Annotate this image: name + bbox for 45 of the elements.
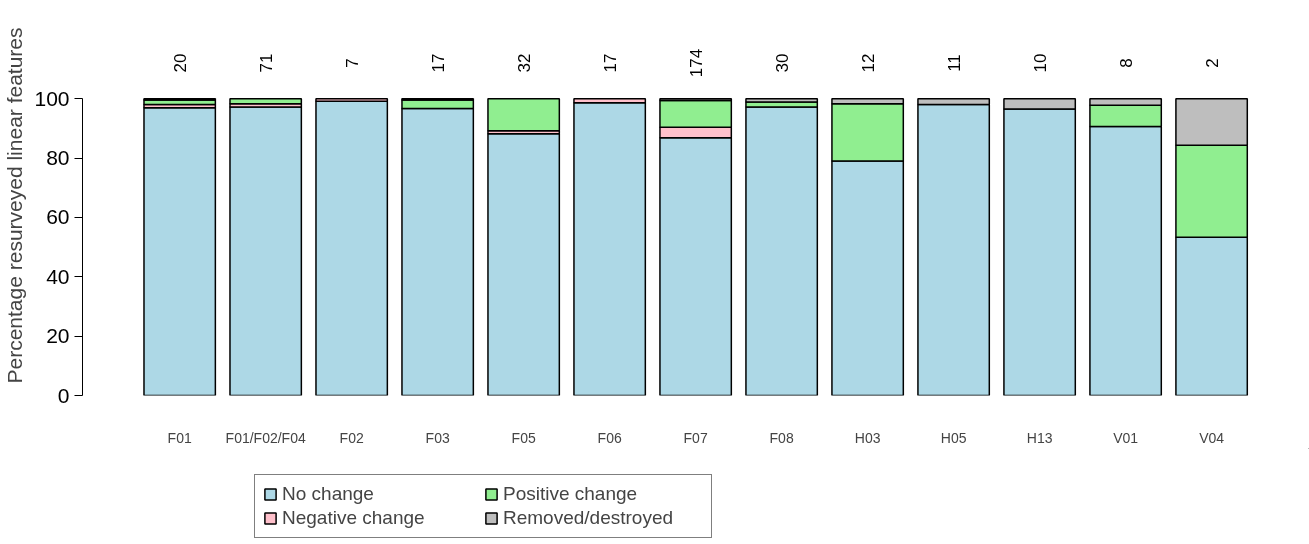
x-tick-label: F01/F02/F04 xyxy=(225,429,306,446)
text: 30 xyxy=(772,53,792,73)
bar xyxy=(229,97,303,105)
text: 2 xyxy=(1202,58,1222,68)
text: 12 xyxy=(858,53,878,73)
bar xyxy=(573,102,647,396)
y-tick-label: 20 xyxy=(46,324,70,348)
bar xyxy=(487,97,561,132)
text: 71 xyxy=(256,53,276,73)
text: 174 xyxy=(686,48,706,78)
bar xyxy=(745,106,819,396)
text: 8 xyxy=(1116,58,1136,68)
x-tick-label: V01 xyxy=(1113,429,1139,446)
x-tick-label: F03 xyxy=(425,429,450,446)
x-tick-label: H13 xyxy=(1026,429,1053,446)
bar xyxy=(487,132,561,396)
x-tick-label: F08 xyxy=(769,429,794,446)
bar xyxy=(315,100,389,396)
legend-label: Positive change xyxy=(503,483,639,505)
y-tick-label: 80 xyxy=(46,146,70,169)
text: 11 xyxy=(944,54,964,72)
text: 10 xyxy=(1030,53,1050,73)
x-tick-label: F02 xyxy=(339,429,364,446)
x-tick-label: F05 xyxy=(511,429,536,446)
text: 20 xyxy=(170,53,190,73)
y-axis-title: Percentage resurveyed linear features xyxy=(3,27,27,384)
y-tick-label: 100 xyxy=(34,86,70,110)
text: 17 xyxy=(428,53,448,73)
bar xyxy=(143,107,217,396)
y-tick-label: 60 xyxy=(46,205,70,229)
x-tick-label: F01 xyxy=(167,429,192,446)
x-tick-label: H03 xyxy=(854,429,881,446)
x-tick-label: F06 xyxy=(597,429,622,446)
x-tick-label: F07 xyxy=(683,429,708,446)
bar xyxy=(229,106,303,396)
y-tick-label: 0 xyxy=(57,383,70,407)
text: 17 xyxy=(600,53,620,73)
text: 32 xyxy=(514,53,534,73)
text: 7 xyxy=(342,58,362,68)
legend-label: Removed/destroyed xyxy=(503,507,675,529)
x-tick-label: H05 xyxy=(940,429,967,446)
legend-label: Negative change xyxy=(282,507,426,529)
legend-label: No change xyxy=(282,483,375,505)
y-tick-label: 40 xyxy=(46,264,70,288)
x-tick-label: V04 xyxy=(1199,429,1225,446)
